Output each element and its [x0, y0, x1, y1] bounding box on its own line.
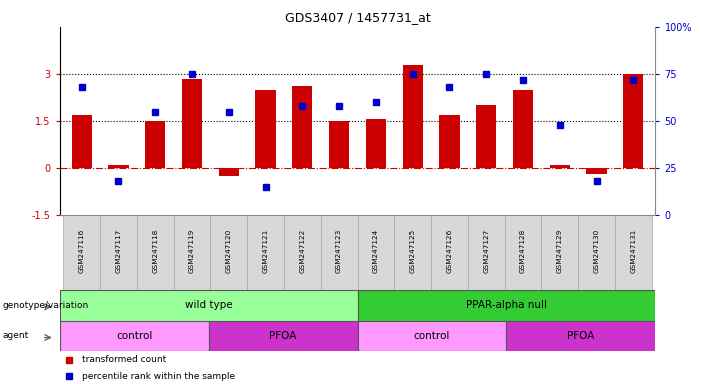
Text: GSM247126: GSM247126 [447, 229, 452, 273]
Text: percentile rank within the sample: percentile rank within the sample [82, 372, 236, 381]
Bar [63, 215, 100, 290]
Text: PFOA: PFOA [269, 331, 297, 341]
Bar [137, 215, 174, 290]
Text: GSM247124: GSM247124 [373, 229, 379, 273]
Bar [329, 121, 349, 168]
Title: GDS3407 / 1457731_at: GDS3407 / 1457731_at [285, 11, 430, 24]
Text: GSM247121: GSM247121 [263, 229, 268, 273]
Text: GSM247122: GSM247122 [299, 229, 306, 273]
Bar [505, 215, 541, 290]
Bar [506, 321, 655, 351]
Text: GSM247118: GSM247118 [152, 229, 158, 273]
Bar [550, 165, 570, 168]
Bar [513, 89, 533, 168]
Bar [219, 168, 239, 176]
Bar [476, 105, 496, 168]
Bar [587, 168, 606, 174]
Text: GSM247128: GSM247128 [520, 229, 526, 273]
Bar [145, 121, 165, 168]
Bar [366, 119, 386, 168]
Bar [109, 165, 128, 168]
Text: GSM247117: GSM247117 [116, 229, 121, 273]
Text: GSM247125: GSM247125 [409, 229, 416, 273]
Text: GSM247116: GSM247116 [79, 229, 85, 273]
Bar [615, 215, 652, 290]
Text: GSM247120: GSM247120 [226, 229, 232, 273]
Bar [255, 89, 275, 168]
Text: control: control [116, 331, 152, 341]
Text: control: control [414, 331, 450, 341]
Text: GSM247130: GSM247130 [594, 229, 599, 273]
Bar [394, 215, 431, 290]
Bar [358, 321, 506, 351]
Bar [541, 215, 578, 290]
Bar [402, 65, 423, 168]
Text: genotype/variation: genotype/variation [2, 301, 88, 310]
Text: wild type: wild type [185, 300, 232, 310]
Bar [247, 215, 284, 290]
Text: PPAR-alpha null: PPAR-alpha null [466, 300, 547, 310]
Bar [358, 290, 655, 321]
Bar [60, 290, 358, 321]
Bar [60, 321, 209, 351]
Bar [284, 215, 321, 290]
Bar [292, 86, 313, 168]
Text: PFOA: PFOA [567, 331, 594, 341]
Bar [210, 215, 247, 290]
Text: GSM247129: GSM247129 [557, 229, 563, 273]
Text: GSM247123: GSM247123 [336, 229, 342, 273]
Bar [578, 215, 615, 290]
Bar [431, 215, 468, 290]
Text: GSM247131: GSM247131 [630, 229, 637, 273]
Bar [182, 79, 202, 168]
Bar [100, 215, 137, 290]
Bar [440, 115, 460, 168]
Bar [623, 74, 644, 168]
Bar [209, 321, 358, 351]
Bar [358, 215, 394, 290]
Text: agent: agent [2, 331, 28, 341]
Text: transformed count: transformed count [82, 355, 166, 364]
Text: GSM247127: GSM247127 [483, 229, 489, 273]
Bar [174, 215, 210, 290]
Bar [321, 215, 358, 290]
Bar [72, 115, 92, 168]
Text: GSM247119: GSM247119 [189, 229, 195, 273]
Bar [468, 215, 505, 290]
